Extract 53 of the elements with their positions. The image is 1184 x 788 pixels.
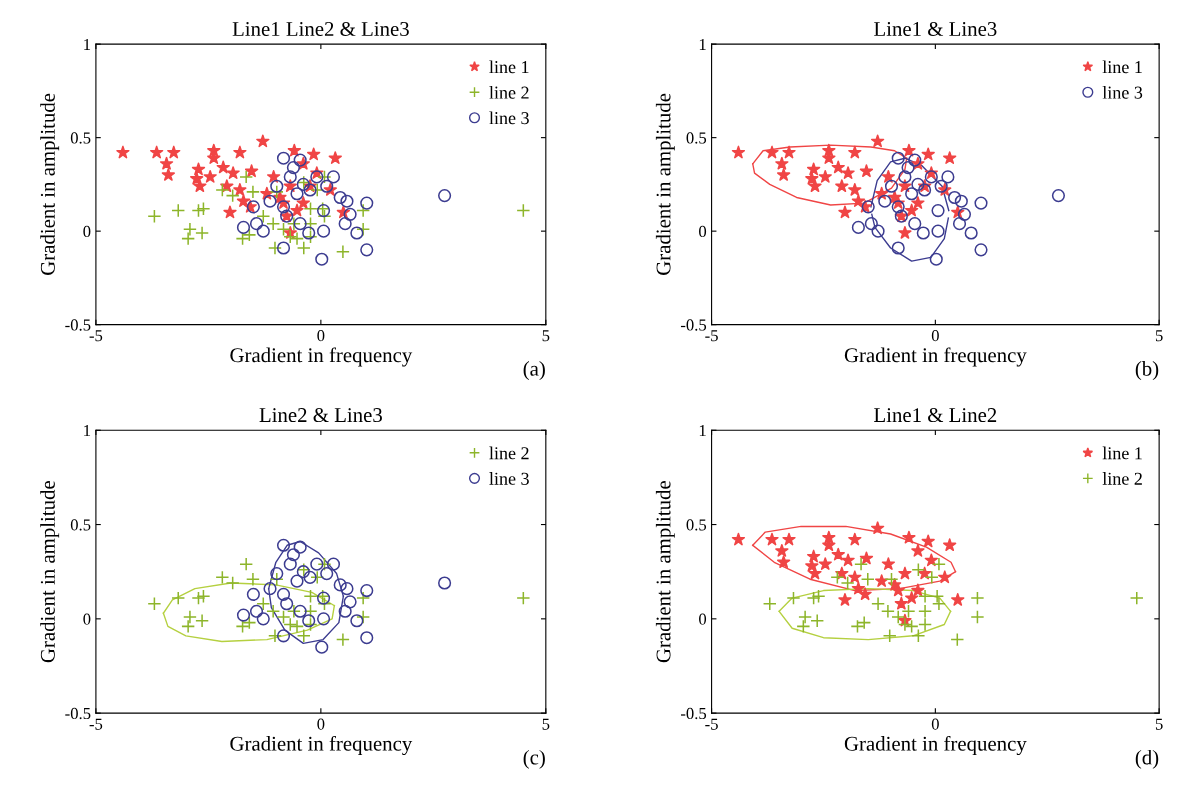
y-axis-title: Gradient in amplitude xyxy=(655,481,675,663)
y-tick-label: 1 xyxy=(84,38,91,50)
y-tick-label: 0.5 xyxy=(686,519,707,531)
chart-title: Line1 Line2 & Line3 xyxy=(232,21,409,36)
y-tick-label: 0.5 xyxy=(686,132,707,144)
y-tick-label: -0.5 xyxy=(680,319,707,331)
x-axis-title: Gradient in frequency xyxy=(230,347,413,367)
x-tick-label: -5 xyxy=(705,718,718,730)
text: (c) xyxy=(523,749,545,769)
text: (a) xyxy=(523,361,545,381)
chart-title: Line1 & Line3 xyxy=(874,21,997,36)
legend-label: line 1 xyxy=(1102,446,1142,460)
x-axis-title: Gradient in frequency xyxy=(230,735,413,756)
y-axis-title: Gradient in amplitude xyxy=(40,481,60,663)
y-tick-label: -0.5 xyxy=(680,707,707,720)
legend-label: line 1 xyxy=(489,60,529,74)
y-tick-label: 1 xyxy=(84,425,91,437)
y-tick-label: -0.5 xyxy=(65,319,91,331)
x-tick-label: -5 xyxy=(89,330,103,342)
y-tick-label: 0 xyxy=(699,613,707,625)
x-axis-title: Gradient in frequency xyxy=(844,347,1027,367)
chart-title: Line2 & Line3 xyxy=(259,408,382,423)
y-axis-title: Gradient in amplitude xyxy=(40,93,60,275)
x-tick-label: 5 xyxy=(1155,718,1163,730)
y-tick-label: 0 xyxy=(83,613,91,625)
x-tick-label: 5 xyxy=(542,718,550,730)
legend-label: line 2 xyxy=(489,86,529,99)
legend-label: line 2 xyxy=(1102,472,1142,485)
x-tick-label: 5 xyxy=(1155,330,1163,342)
x-tick-label: -5 xyxy=(705,330,718,342)
y-tick-label: 0.5 xyxy=(70,132,91,144)
x-tick-label: 0 xyxy=(931,718,939,730)
legend-label: line 2 xyxy=(489,446,529,460)
x-tick-label: -5 xyxy=(89,718,103,730)
y-tick-label: 1 xyxy=(699,38,706,50)
text: (d) xyxy=(1135,749,1159,769)
chart-title: Line1 & Line2 xyxy=(874,408,997,423)
text: (b) xyxy=(1135,361,1159,381)
x-tick-label: 0 xyxy=(317,718,325,730)
x-tick-label: 0 xyxy=(931,330,939,342)
legend-label: line 3 xyxy=(1102,86,1143,99)
x-tick-label: 5 xyxy=(542,330,550,342)
y-tick-label: 0.5 xyxy=(70,519,91,531)
x-axis-title: Gradient in frequency xyxy=(844,735,1027,756)
y-axis-title: Gradient in amplitude xyxy=(655,93,675,275)
legend-label: line 1 xyxy=(1102,60,1142,74)
y-tick-label: 0 xyxy=(83,225,91,238)
y-tick-label: 1 xyxy=(699,425,706,437)
legend-label: line 3 xyxy=(489,111,529,125)
legend-label: line 3 xyxy=(489,472,529,485)
y-tick-label: 0 xyxy=(699,225,707,238)
x-tick-label: 0 xyxy=(317,330,325,342)
y-tick-label: -0.5 xyxy=(65,707,91,720)
